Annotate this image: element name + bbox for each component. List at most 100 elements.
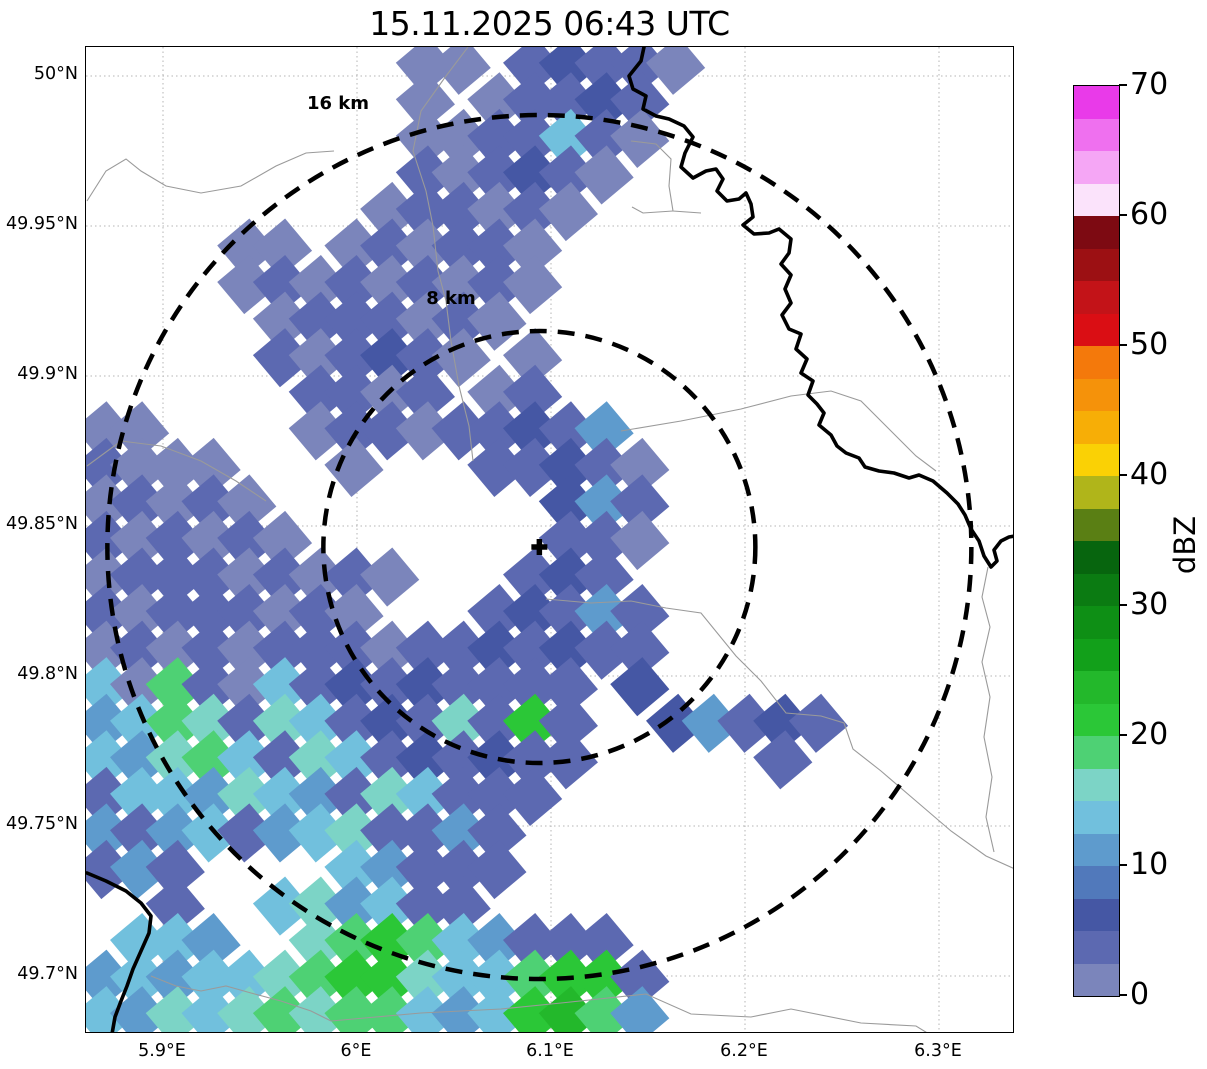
radar-cell bbox=[395, 949, 455, 1009]
radar-cell bbox=[145, 620, 205, 680]
radar-cell bbox=[288, 401, 348, 461]
colorbar-segment bbox=[1074, 313, 1119, 346]
radar-cell bbox=[360, 839, 420, 900]
radar-cell bbox=[610, 620, 670, 680]
radar-cell bbox=[86, 474, 134, 534]
radar-cell bbox=[467, 108, 527, 168]
radar-cell bbox=[574, 620, 634, 680]
y-tick-label: 50°N bbox=[33, 64, 78, 84]
colorbar-segment bbox=[1074, 443, 1119, 476]
radar-site-marker bbox=[531, 539, 548, 555]
colorbar-segment bbox=[1074, 671, 1119, 704]
boundary-line-thin bbox=[86, 150, 335, 202]
radar-cell bbox=[574, 145, 634, 205]
y-tick-label: 49.7°N bbox=[17, 964, 78, 984]
radar-cell bbox=[86, 547, 134, 607]
radar-cell bbox=[467, 218, 527, 278]
colorbar-segment bbox=[1074, 736, 1119, 769]
radar-cell bbox=[145, 510, 205, 571]
radar-cell bbox=[252, 986, 313, 1032]
colorbar-segment bbox=[1074, 118, 1119, 151]
radar-cell bbox=[86, 510, 134, 571]
x-tick-label: 6.3°E bbox=[914, 1041, 962, 1061]
radar-cell bbox=[503, 730, 563, 790]
radar-cell bbox=[610, 510, 670, 571]
radar-cell bbox=[610, 986, 670, 1032]
radar-cell bbox=[467, 145, 527, 205]
radar-cell bbox=[431, 913, 491, 973]
radar-cell bbox=[503, 72, 563, 132]
boundary-line-thin bbox=[412, 47, 474, 462]
radar-cell bbox=[86, 584, 134, 644]
radar-cell bbox=[503, 547, 563, 607]
radar-cell bbox=[467, 766, 527, 826]
radar-cell bbox=[145, 437, 205, 497]
thick-border bbox=[86, 47, 1013, 1032]
radar-cell bbox=[360, 547, 420, 607]
radar-cell bbox=[145, 474, 205, 534]
radar-cell bbox=[86, 657, 134, 717]
radar-cell bbox=[431, 803, 491, 863]
y-tick-label: 49.8°N bbox=[17, 664, 78, 684]
colorbar bbox=[1073, 85, 1120, 997]
radar-cell bbox=[324, 693, 384, 753]
colorbar-segment bbox=[1074, 183, 1119, 216]
colorbar-tick-mark bbox=[1119, 214, 1127, 216]
range-ring-16km bbox=[105, 112, 974, 982]
colorbar-tick-label: 30 bbox=[1130, 587, 1169, 622]
radar-cell bbox=[467, 255, 527, 315]
radar-cell bbox=[181, 510, 241, 571]
radar-cell bbox=[217, 510, 277, 571]
radar-cell bbox=[395, 145, 455, 205]
radar-cell bbox=[217, 949, 277, 1009]
radar-cell bbox=[538, 913, 598, 973]
radar-cell bbox=[252, 584, 313, 644]
radar-cell bbox=[538, 620, 598, 680]
radar-cell bbox=[324, 730, 384, 790]
y-tick-label: 49.85°N bbox=[6, 514, 78, 534]
radar-cell bbox=[538, 474, 598, 534]
radar-cell bbox=[145, 949, 205, 1009]
colorbar-tick-label: 40 bbox=[1130, 457, 1169, 492]
radar-cell bbox=[717, 693, 777, 753]
colorbar-segment bbox=[1074, 866, 1119, 899]
radar-cell bbox=[360, 766, 420, 826]
radar-cell bbox=[538, 47, 598, 95]
radar-cell bbox=[538, 437, 598, 497]
radar-cell bbox=[538, 181, 598, 242]
radar-cell bbox=[181, 949, 241, 1009]
colorbar-segment bbox=[1074, 898, 1119, 931]
radar-cell bbox=[181, 547, 241, 607]
colorbar-segment bbox=[1074, 541, 1119, 574]
radar-cell bbox=[503, 766, 563, 826]
radar-cell bbox=[110, 474, 170, 534]
colorbar-segment bbox=[1074, 606, 1119, 639]
radar-cell bbox=[145, 547, 205, 607]
radar-cell bbox=[431, 145, 491, 205]
radar-cell bbox=[538, 693, 598, 753]
radar-cell bbox=[288, 657, 348, 717]
colorbar-segment bbox=[1074, 476, 1119, 509]
radar-cell bbox=[217, 986, 277, 1032]
radar-cell bbox=[217, 620, 277, 680]
radar-cell bbox=[360, 401, 420, 461]
radar-cell bbox=[217, 255, 277, 315]
radar-cell bbox=[181, 803, 241, 863]
colorbar-tick-label: 20 bbox=[1130, 717, 1169, 752]
radar-cell bbox=[217, 474, 277, 534]
radar-cell bbox=[324, 657, 384, 717]
radar-cell bbox=[646, 693, 706, 753]
radar-cell bbox=[86, 949, 134, 1009]
colorbar-tick-mark bbox=[1119, 994, 1127, 996]
radar-cell bbox=[110, 766, 170, 826]
colorbar-tick-mark bbox=[1119, 864, 1127, 866]
radar-cell bbox=[646, 47, 706, 95]
x-tick-label: 5.9°E bbox=[138, 1041, 186, 1061]
range-ring-label: 16 km bbox=[307, 93, 369, 114]
radar-cell bbox=[110, 547, 170, 607]
radar-cell bbox=[395, 72, 455, 132]
radar-cell bbox=[360, 181, 420, 242]
radar-cell bbox=[610, 657, 670, 717]
radar-cell bbox=[538, 584, 598, 644]
